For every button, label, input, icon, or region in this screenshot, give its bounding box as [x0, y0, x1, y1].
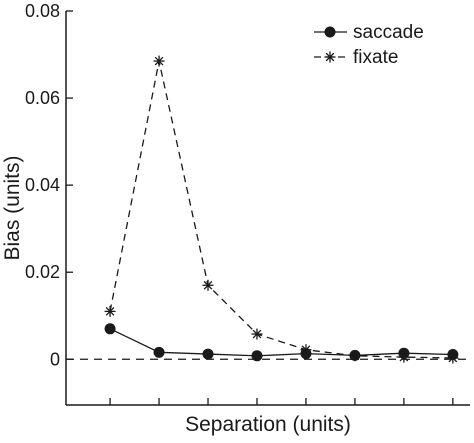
legend-fixate-marker	[324, 51, 336, 63]
y-tick-label: 0	[50, 349, 60, 369]
legend-saccade-label: saccade	[353, 22, 424, 43]
fixate-point	[153, 55, 165, 67]
legend: saccade fixate	[314, 22, 424, 68]
saccade-point	[202, 348, 214, 360]
y-tick-label: 0.04	[25, 175, 60, 195]
y-tick-label: 0.08	[25, 1, 60, 21]
saccade-point	[104, 323, 116, 335]
saccade-point	[153, 346, 165, 358]
saccade-line	[109, 328, 453, 357]
x-ticks	[109, 398, 454, 405]
fixate-point	[251, 328, 263, 340]
fixate-point	[104, 305, 116, 317]
legend-fixate-asterisk	[324, 51, 336, 63]
x-axis-title: Separation (units)	[185, 413, 351, 436]
series-layer	[104, 55, 459, 364]
legend-fixate-label: fixate	[353, 47, 398, 68]
y-ticks: 0 0.02 0.04 0.06 0.08	[25, 1, 73, 369]
fixate-point	[349, 350, 361, 362]
fixate-point	[447, 352, 459, 364]
axes	[65, 11, 470, 406]
saccade-point	[251, 350, 263, 362]
y-tick-label: 0.06	[25, 88, 60, 108]
series-fixate	[104, 55, 459, 364]
legend-saccade-marker	[324, 26, 336, 38]
fixate-point	[398, 351, 410, 363]
fixate-line	[109, 60, 453, 359]
y-axis-title: Bias (units)	[1, 155, 24, 260]
fixate-point	[202, 279, 214, 291]
y-tick-label: 0.02	[25, 262, 60, 282]
fixate-point	[300, 344, 312, 356]
